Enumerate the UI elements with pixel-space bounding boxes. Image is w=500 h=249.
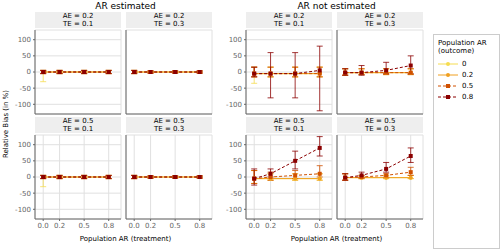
svg-text:0.0: 0.0 — [249, 222, 260, 230]
svg-text:0.0: 0.0 — [340, 222, 351, 230]
svg-text:0.8: 0.8 — [194, 222, 205, 230]
svg-text:0.0: 0.0 — [38, 222, 49, 230]
svg-text:100: 100 — [18, 141, 31, 149]
svg-text:0: 0 — [238, 68, 242, 76]
html-text:AE = 0.2: AE = 0.2 — [273, 12, 305, 20]
html-text:TE = 0.3: TE = 0.3 — [154, 125, 185, 133]
svg-text:100: 100 — [229, 141, 242, 149]
html-text:Population AR (treatment): Population AR (treatment) — [290, 235, 383, 243]
svg-text:-100: -100 — [226, 101, 242, 109]
html-text:0: 0 — [462, 59, 467, 68]
html-text:TE = 0.3: TE = 0.3 — [365, 125, 396, 133]
svg-text:100: 100 — [18, 36, 31, 44]
svg-text:0: 0 — [27, 68, 31, 76]
html-text:TE = 0.3: TE = 0.3 — [154, 20, 185, 28]
html-text:AR not estimated: AR not estimated — [297, 1, 376, 11]
html-text:Relative Bias (in %): Relative Bias (in %) — [1, 90, 10, 159]
html-text:0.2: 0.2 — [462, 70, 474, 79]
svg-text:50: 50 — [22, 157, 31, 165]
svg-text:-100: -100 — [15, 101, 31, 109]
html-text:TE = 0.1: TE = 0.1 — [63, 125, 94, 133]
svg-text:50: 50 — [233, 52, 242, 60]
svg-text:-50: -50 — [20, 85, 31, 93]
html-text:TE = 0.3: TE = 0.3 — [365, 20, 396, 28]
svg-text:0.8: 0.8 — [405, 222, 416, 230]
svg-text:-100: -100 — [15, 206, 31, 214]
html-text:0.5: 0.5 — [462, 81, 474, 90]
html-text:TE = 0.1: TE = 0.1 — [63, 20, 94, 28]
html-text:AE = 0.2: AE = 0.2 — [364, 12, 396, 20]
svg-text:0.0: 0.0 — [129, 222, 140, 230]
html-text:TE = 0.1: TE = 0.1 — [274, 20, 305, 28]
svg-text:-100: -100 — [226, 206, 242, 214]
svg-text:50: 50 — [233, 157, 242, 165]
svg-text:0.5: 0.5 — [79, 222, 90, 230]
svg-text:0: 0 — [27, 173, 31, 181]
html-text:Population AR (treatment): Population AR (treatment) — [79, 235, 172, 243]
html-text:AE = 0.5: AE = 0.5 — [153, 117, 185, 125]
html-text:AE = 0.2: AE = 0.2 — [62, 12, 94, 20]
svg-text:100: 100 — [229, 36, 242, 44]
html-text:AE = 0.2: AE = 0.2 — [153, 12, 185, 20]
html-text:AE = 0.5: AE = 0.5 — [273, 117, 305, 125]
svg-text:0.2: 0.2 — [265, 222, 276, 230]
svg-text:-50: -50 — [231, 190, 242, 198]
html-text:Population AR (outcome): Population AR (outcome) — [438, 39, 487, 55]
svg-text:0: 0 — [238, 173, 242, 181]
svg-text:-50: -50 — [20, 190, 31, 198]
html-text:AE = 0.5: AE = 0.5 — [62, 117, 94, 125]
svg-text:-50: -50 — [231, 85, 242, 93]
html-text:TE = 0.1: TE = 0.1 — [274, 125, 305, 133]
svg-text:0.8: 0.8 — [314, 222, 325, 230]
svg-text:0.2: 0.2 — [145, 222, 156, 230]
html-text:AE = 0.5: AE = 0.5 — [364, 117, 396, 125]
svg-text:0.2: 0.2 — [54, 222, 65, 230]
svg-text:0.8: 0.8 — [103, 222, 114, 230]
html-text:0.8: 0.8 — [462, 92, 474, 101]
svg-text:50: 50 — [22, 52, 31, 60]
svg-text:0.5: 0.5 — [170, 222, 181, 230]
html-text:AR estimated: AR estimated — [95, 1, 156, 11]
svg-text:0.5: 0.5 — [290, 222, 301, 230]
svg-text:0.2: 0.2 — [356, 222, 367, 230]
svg-text:0.5: 0.5 — [381, 222, 392, 230]
